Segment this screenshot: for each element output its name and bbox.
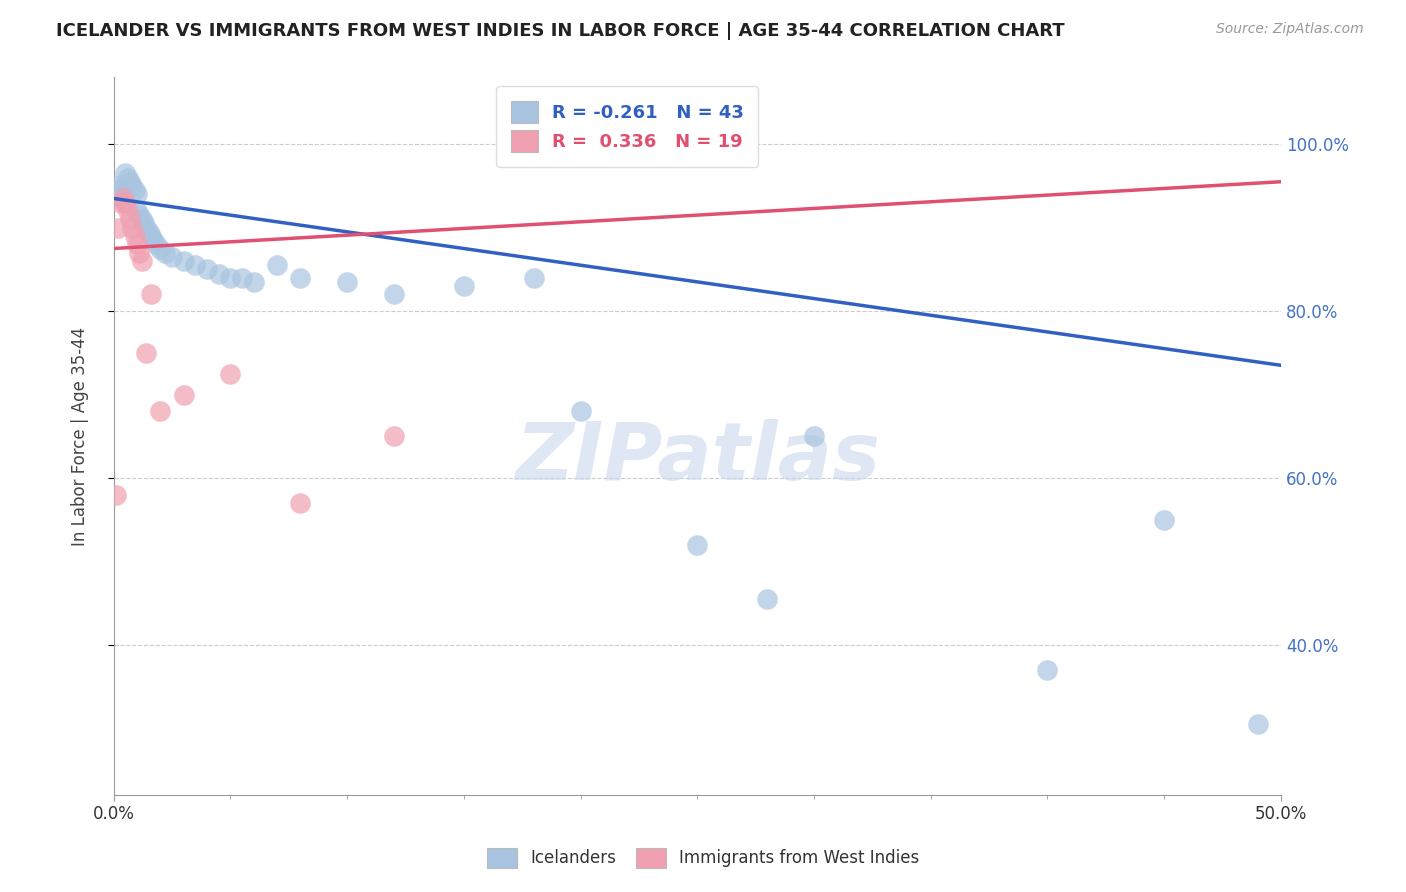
Point [149,404,172,418]
Point [290,270,312,285]
Point [111,191,134,205]
Point [1036,663,1059,677]
Text: Source: ZipAtlas.com: Source: ZipAtlas.com [1216,22,1364,37]
Point [686,538,709,552]
Point [173,387,195,401]
Legend: R = -0.261   N = 43, R =  0.336   N = 19: R = -0.261 N = 43, R = 0.336 N = 19 [496,87,758,167]
Point [110,187,132,202]
Point [184,258,207,272]
Point [125,237,148,252]
Point [139,287,162,301]
Point [160,250,183,264]
Point [107,220,129,235]
Point [523,270,546,285]
Point [173,254,195,268]
Point [219,270,242,285]
Point [1246,717,1268,731]
Point [453,279,475,293]
Point [114,166,136,180]
Text: ICELANDER VS IMMIGRANTS FROM WEST INDIES IN LABOR FORCE | AGE 35-44 CORRELATION : ICELANDER VS IMMIGRANTS FROM WEST INDIES… [56,22,1064,40]
Point [139,229,162,244]
Point [803,429,825,443]
Point [131,212,153,227]
Point [149,242,172,256]
Point [135,220,157,235]
Point [117,203,139,218]
Point [132,217,155,231]
Point [128,245,150,260]
Point [118,175,141,189]
Point [117,170,139,185]
Point [107,183,129,197]
Point [153,245,176,260]
Point [145,237,167,252]
Point [207,267,229,281]
Point [114,195,136,210]
Point [756,591,779,606]
Point [219,367,242,381]
Point [111,191,134,205]
Point [135,346,157,360]
Point [118,212,141,227]
Point [110,195,132,210]
Point [195,262,218,277]
Point [142,233,165,247]
Point [104,178,127,193]
Point [290,496,312,510]
Text: ZIPatlas: ZIPatlas [515,418,880,497]
Point [128,208,150,222]
Point [231,270,253,285]
Point [104,488,127,502]
Point [138,225,160,239]
Point [242,275,264,289]
Point [382,287,405,301]
Point [569,404,592,418]
Y-axis label: In Labor Force | Age 35-44: In Labor Force | Age 35-44 [72,326,89,546]
Point [124,229,146,244]
Point [382,429,405,443]
Point [1153,513,1175,527]
Point [124,183,146,197]
Legend: Icelanders, Immigrants from West Indies: Icelanders, Immigrants from West Indies [479,841,927,875]
Point [121,178,143,193]
Point [266,258,288,272]
Point [336,275,359,289]
Point [121,220,143,235]
Point [131,254,153,268]
Point [114,195,136,210]
Point [125,203,148,218]
Point [125,187,148,202]
